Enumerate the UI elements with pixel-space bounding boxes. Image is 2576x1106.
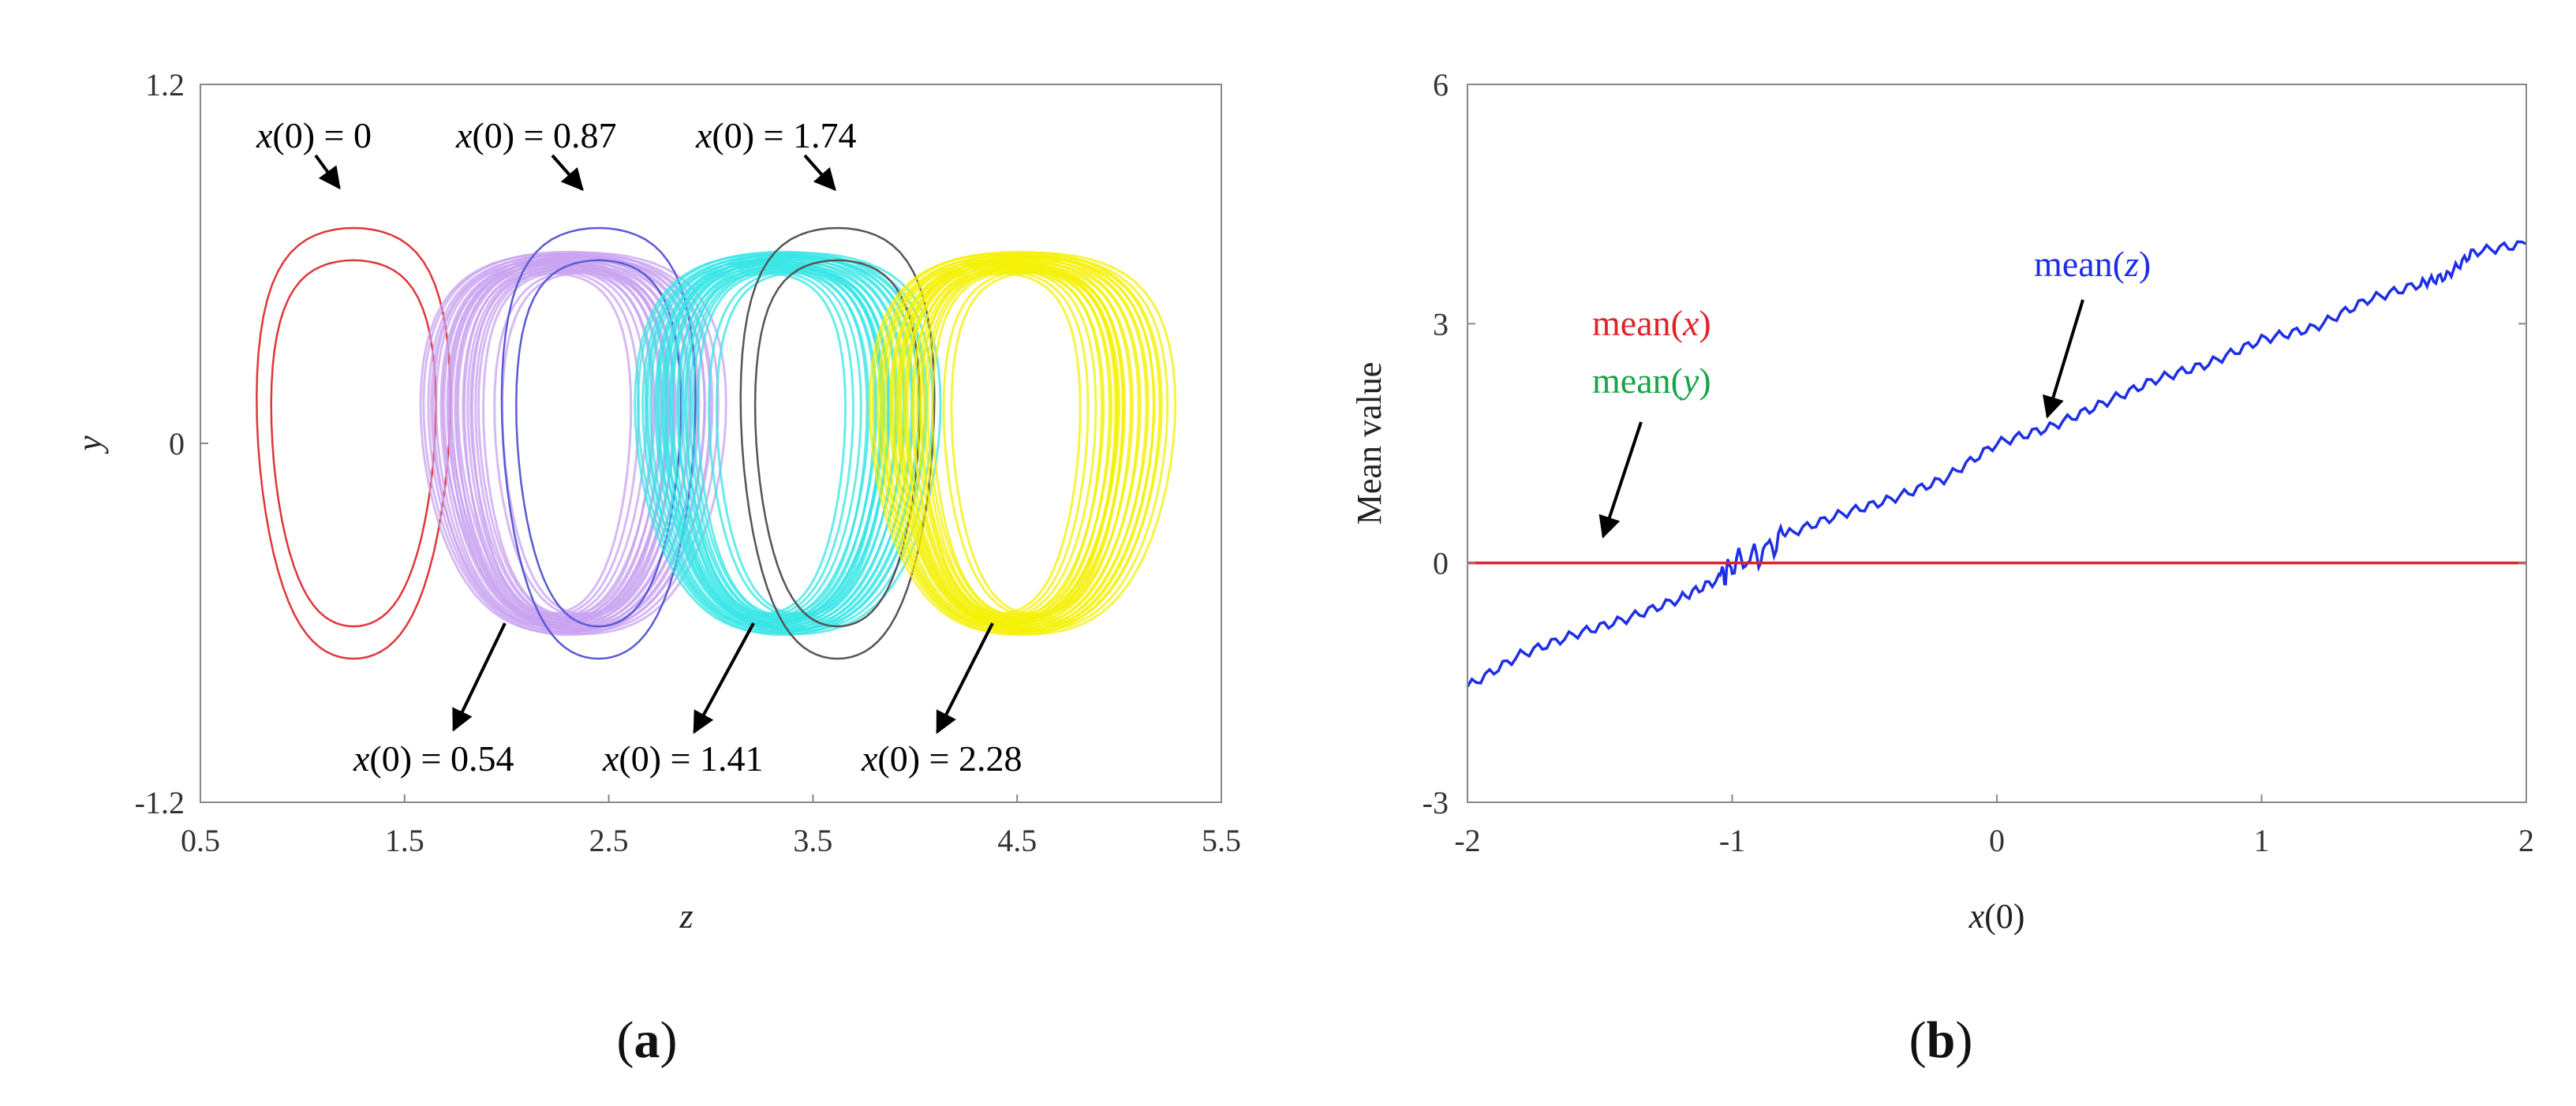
- panel-b-arrow-mean-z: [2042, 299, 2084, 419]
- panel-a-annotation-x0-1.41: x(0) = 1.41: [602, 738, 764, 779]
- panel-a-arrow-4: [452, 622, 507, 732]
- trajectory-x(0) = 0: [256, 226, 452, 660]
- trajectory-loop: [439, 261, 664, 626]
- y-tick-label: 0: [1433, 546, 1449, 581]
- panel-b-lines: [1466, 240, 2527, 688]
- trajectory-x(0) = 0.54: [419, 250, 727, 637]
- trajectory-loop: [895, 256, 1156, 631]
- x-tick-label: 0: [1989, 823, 2005, 858]
- trajectory-loop: [868, 252, 1150, 635]
- panel-a-arrow-2: [551, 154, 584, 192]
- trajectory-loop: [655, 251, 942, 636]
- trajectory-loop: [427, 255, 693, 632]
- panel-a-xlabel: z: [679, 897, 693, 936]
- panel-b-arrow-mean-xy: [1598, 421, 1643, 539]
- x-tick-label: 5.5: [1202, 823, 1241, 858]
- panel-a-arrow-3: [803, 154, 836, 192]
- trajectory-loop: [441, 251, 727, 636]
- trajectory-loop: [449, 254, 720, 633]
- trajectory-loop: [753, 259, 922, 628]
- panel-a-annotation-x0-0.54: x(0) = 0.54: [353, 738, 514, 779]
- trajectory-loop: [942, 268, 1125, 618]
- trajectory-loop: [880, 259, 1121, 628]
- y-tick-label: 1.2: [145, 67, 185, 103]
- trajectory-loop: [646, 259, 886, 628]
- panel-b-ticks: -2 -1 0 1 2 6 3 0 -3: [1423, 67, 2534, 858]
- panel-b-annotation-mean-z: mean(z): [2034, 244, 2151, 284]
- trajectory-loop: [634, 252, 915, 635]
- x-tick-label: 2: [2518, 823, 2534, 858]
- trajectory-loop: [888, 261, 1113, 626]
- trajectory-loop: [660, 256, 921, 631]
- panel-b-ylabel: Mean value: [1350, 362, 1389, 525]
- x-tick-label: 4.5: [997, 823, 1037, 858]
- trajectory-x(0) = 1.74: [739, 226, 936, 660]
- x-tick-label: 3.5: [793, 823, 832, 858]
- panel-b-xlabel: x(0): [1968, 897, 2025, 936]
- panel-a-annotation-x0-1.74: x(0) = 1.74: [695, 115, 857, 155]
- panel-a-annotation-x0-0.87: x(0) = 0.87: [455, 115, 617, 155]
- trajectory-loop: [256, 226, 452, 660]
- trajectory-loop: [876, 255, 1142, 632]
- x-tick-label: 0.5: [181, 823, 220, 858]
- y-tick-label: 0: [169, 426, 185, 461]
- panel-b-annotation-mean-x: mean(x): [1592, 303, 1711, 343]
- y-tick-label: -3: [1423, 785, 1449, 820]
- panel-a: 0.5 1.5 2.5 3.5 4.5 5.51.20-1.2 z y x(0) = 0 …: [70, 67, 1241, 1069]
- trajectory-loop: [422, 250, 714, 637]
- y-tick-label: -1.2: [135, 785, 185, 820]
- panel-b: -2 -1 0 1 2 6 3 0 -3 x(0) Mean value mean(x) mea…: [1350, 67, 2534, 1069]
- panel-a-ylabel: y: [70, 435, 109, 454]
- panel-a-ticks: 0.5 1.5 2.5 3.5 4.5 5.5 1.2 0 -1.2: [135, 67, 1241, 858]
- x-tick-label: 2.5: [589, 823, 629, 858]
- x-tick-label: 1: [2254, 823, 2270, 858]
- trajectory-loop: [898, 254, 1169, 633]
- trajectory-loop: [707, 268, 890, 618]
- panel-a-label: (a): [617, 1011, 678, 1069]
- trajectory-loop: [435, 257, 685, 630]
- panel-b-annotation-mean-y: mean(y): [1592, 361, 1711, 401]
- trajectory-x(0) = 2.28: [868, 250, 1177, 637]
- x-tick-label: -2: [1454, 823, 1480, 858]
- trajectory-loop: [493, 268, 675, 618]
- y-tick-label: 6: [1433, 67, 1449, 103]
- trajectory-loop: [890, 251, 1177, 636]
- panel-a-arrow-5: [693, 622, 755, 734]
- trajectory-loop: [663, 254, 934, 633]
- trajectory-x(0) = 0.87: [500, 226, 697, 660]
- trajectory-loop: [500, 226, 697, 660]
- panel-b-label: (b): [1909, 1011, 1973, 1069]
- panel-a-annotation-x0-0: x(0) = 0: [256, 115, 372, 155]
- trajectory-loop: [419, 252, 701, 635]
- x-tick-label: 1.5: [385, 823, 424, 858]
- trajectory-loop: [515, 259, 682, 628]
- trajectory-loop: [649, 257, 899, 630]
- trajectory-loop: [871, 250, 1163, 637]
- panel-a-annotation-x0-2.28: x(0) = 2.28: [861, 738, 1023, 779]
- trajectory-loop: [739, 226, 936, 660]
- series-mean(z): [1466, 240, 2527, 688]
- trajectory-loop: [432, 259, 671, 628]
- panel-a-trajectories: [256, 226, 1177, 660]
- trajectory-loop: [636, 250, 929, 637]
- trajectory-loop: [884, 257, 1135, 630]
- trajectory-loop: [641, 255, 907, 632]
- y-tick-label: 3: [1433, 306, 1449, 342]
- x-tick-label: -1: [1719, 823, 1745, 858]
- trajectory-loop: [654, 261, 878, 626]
- panel-a-arrow-1: [314, 154, 341, 190]
- trajectory-x(0) = 1.41: [634, 250, 942, 637]
- trajectory-loop: [270, 259, 437, 628]
- panel-a-arrow-6: [936, 622, 994, 734]
